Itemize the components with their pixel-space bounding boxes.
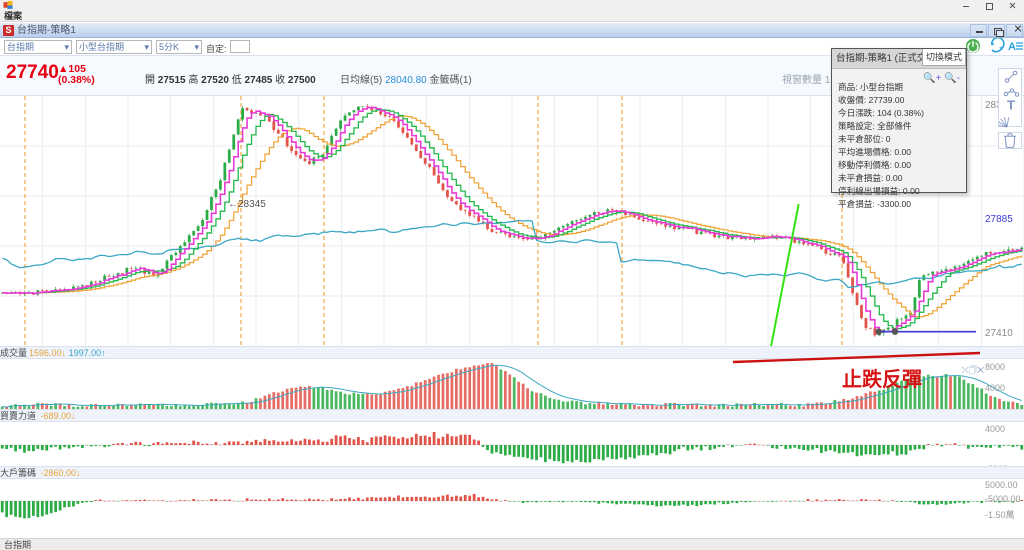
svg-text:←28345: ←28345 xyxy=(228,199,266,210)
svg-text:A: A xyxy=(1008,41,1016,53)
svg-text:T: T xyxy=(1007,98,1015,113)
